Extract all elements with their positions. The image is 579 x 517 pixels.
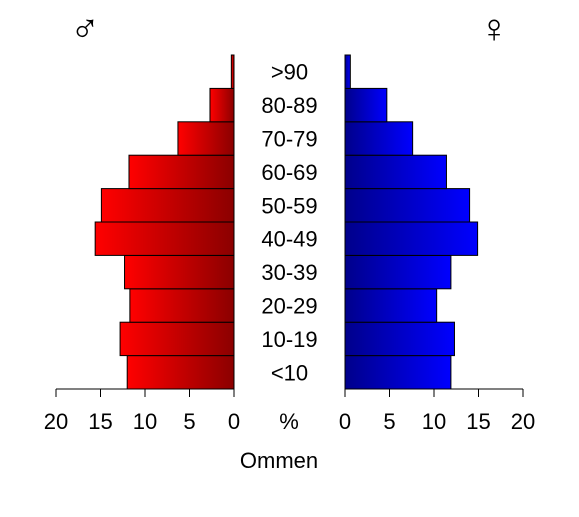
female-bar bbox=[344, 188, 471, 223]
female-bar bbox=[344, 87, 388, 123]
category-label: 70-79 bbox=[261, 127, 317, 152]
female-bar bbox=[344, 121, 414, 156]
female-x-tick-label: 5 bbox=[383, 409, 395, 434]
female-bar bbox=[344, 254, 452, 290]
female-bar bbox=[344, 321, 455, 357]
male-symbol: ♂ bbox=[70, 7, 100, 51]
x-axis-title: Ommen bbox=[240, 448, 318, 473]
male-bar bbox=[126, 355, 235, 390]
male-x-tick-label: 10 bbox=[133, 409, 157, 434]
category-label: 60-69 bbox=[261, 160, 317, 185]
category-label: <10 bbox=[271, 360, 308, 385]
male-bar bbox=[209, 87, 235, 123]
female-x-tick-label: 10 bbox=[422, 409, 446, 434]
male-bar bbox=[100, 188, 235, 223]
male-bar bbox=[124, 254, 235, 290]
male-x-tick-label: 20 bbox=[44, 409, 68, 434]
male-bar bbox=[177, 121, 235, 156]
female-bars bbox=[344, 54, 479, 390]
female-symbol: ♀ bbox=[479, 7, 509, 51]
category-label: 10-19 bbox=[261, 327, 317, 352]
center-axis-label: % bbox=[279, 409, 299, 434]
category-label: >90 bbox=[271, 60, 308, 85]
category-labels: <10 10-19 20-29 30-39 40-49 50-59 60-69 70-79 80… bbox=[261, 60, 317, 386]
category-label: 40-49 bbox=[261, 227, 317, 252]
female-x-tick-label: 20 bbox=[511, 409, 535, 434]
male-bar bbox=[119, 321, 235, 357]
female-bar bbox=[344, 221, 479, 256]
female-x-tick-label: 15 bbox=[466, 409, 490, 434]
female-bar bbox=[344, 355, 452, 390]
female-bar bbox=[344, 154, 447, 190]
female-bar bbox=[344, 54, 351, 89]
male-x-tick-label: 15 bbox=[88, 409, 112, 434]
male-bar bbox=[230, 54, 235, 89]
male-bars bbox=[94, 54, 235, 390]
category-label: 80-89 bbox=[261, 93, 317, 118]
female-x-tick-label: 0 bbox=[339, 409, 351, 434]
male-bar bbox=[128, 154, 235, 190]
male-bar bbox=[129, 288, 235, 323]
category-label: 50-59 bbox=[261, 193, 317, 218]
male-x-tick-label: 5 bbox=[183, 409, 195, 434]
male-x-tick-label: 0 bbox=[228, 409, 240, 434]
male-bar bbox=[94, 221, 235, 256]
female-bar bbox=[344, 288, 438, 323]
axes: 0 0 5 5 10 10 15 15 20 20 bbox=[44, 388, 535, 434]
category-label: 20-29 bbox=[261, 294, 317, 319]
category-label: 30-39 bbox=[261, 260, 317, 285]
